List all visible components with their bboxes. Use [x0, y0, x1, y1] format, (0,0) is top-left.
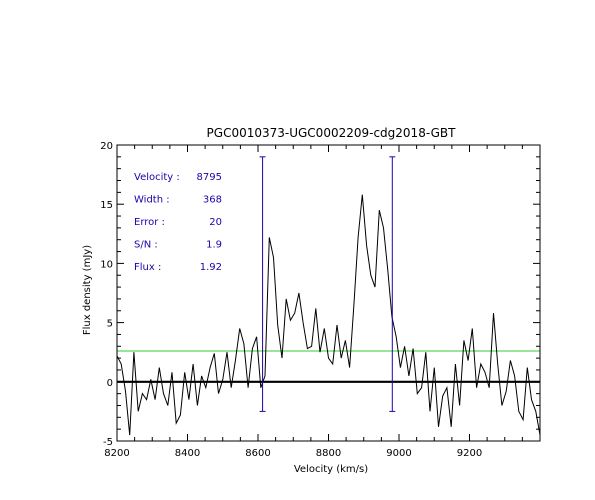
- info-value: 368: [203, 195, 222, 206]
- plot-area: 8200 8400 8600 8800 9000 9200 -5 0 5 10 15 20 Veloci…: [100, 141, 541, 459]
- x-tick-label: 8400: [175, 448, 200, 459]
- info-label: Width :: [134, 195, 170, 206]
- x-tick-label: 9000: [386, 448, 411, 459]
- y-tick-label: 15: [100, 200, 113, 211]
- info-label: Velocity :: [134, 172, 180, 183]
- x-tick-label: 8800: [316, 448, 341, 459]
- info-value: 1.9: [206, 240, 222, 251]
- info-label: S/N :: [134, 240, 158, 251]
- plot-frame: [116, 144, 541, 442]
- info-value: 20: [209, 217, 222, 228]
- y-tick-label: 5: [107, 319, 113, 330]
- info-value: 8795: [197, 172, 222, 183]
- spectrum-line-0: [117, 194, 540, 436]
- y-tick-label: 10: [100, 259, 113, 270]
- y-axis-label: Flux density (mJy): [82, 245, 93, 335]
- info-label: Flux :: [134, 262, 161, 273]
- x-axis-label: Velocity (km/s): [294, 464, 368, 475]
- y-tick-label: 0: [107, 378, 113, 389]
- x-tick-label: 9200: [457, 448, 482, 459]
- info-label: Error :: [134, 217, 165, 228]
- x-tick-label: 8600: [245, 448, 270, 459]
- chart-title: PGC0010373-UGC0002209-cdg2018-GBT: [207, 126, 457, 140]
- info-value: 1.92: [200, 262, 222, 273]
- x-tick-label: 8200: [104, 448, 129, 459]
- y-tick-label: -5: [103, 437, 113, 448]
- y-tick-label: 20: [100, 141, 113, 152]
